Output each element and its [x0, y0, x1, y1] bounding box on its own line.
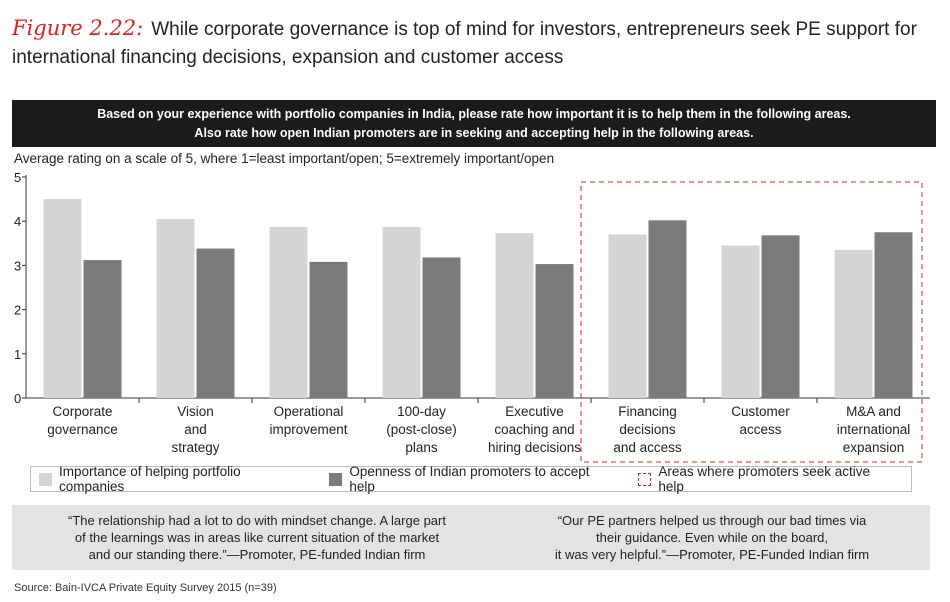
y-tick-label: 0 — [14, 391, 21, 406]
legend-label-importance: Importance of helping portfolio companie… — [58, 464, 241, 494]
legend-item-areas: Areas where promoters seek active help — [638, 464, 899, 494]
x-category-label: hiring decisions — [488, 440, 581, 455]
legend-item-openness: Openness of Indian promoters to accept h… — [329, 464, 618, 494]
quote-left-line: “The relationship had a lot to do with m… — [68, 513, 446, 528]
x-category-label: 100-day — [397, 404, 446, 419]
quote-left-line: and our standing there.”—Promoter, PE-fu… — [88, 547, 426, 562]
legend-swatch-importance — [39, 472, 52, 486]
quote-left: “The relationship had a lot to do with m… — [12, 512, 502, 563]
x-category-label: strategy — [171, 440, 219, 455]
bar-openness-5 — [648, 220, 687, 398]
chart-subtitle: Average rating on a scale of 5, where 1=… — [14, 151, 555, 166]
x-category-label: plans — [405, 440, 438, 455]
x-category-label: coaching and — [494, 422, 574, 437]
bar-importance-7 — [834, 249, 873, 398]
legend-label-openness: Openness of Indian promoters to accept h… — [349, 464, 590, 494]
quote-right-line: it was very helpful.”—Promoter, PE-Funde… — [554, 547, 870, 562]
quotes-panel: “The relationship had a lot to do with m… — [12, 505, 930, 570]
y-tick-label: 3 — [14, 258, 21, 273]
bar-importance-1 — [156, 218, 195, 398]
bar-importance-3 — [382, 226, 421, 398]
x-category-label: and — [184, 422, 207, 437]
x-category-label: (post-close) — [386, 422, 457, 437]
x-category-label: and access — [613, 440, 682, 455]
x-category-label: expansion — [843, 440, 905, 455]
quote-right-line: “Our PE partners helped us through our b… — [557, 513, 867, 528]
source-note: Source: Bain-IVCA Private Equity Survey … — [14, 582, 277, 594]
question-banner: Based on your experience with portfolio … — [12, 100, 936, 147]
bar-openness-2 — [309, 261, 348, 398]
x-category-label: improvement — [269, 422, 347, 437]
x-category-label: Operational — [274, 404, 344, 419]
x-category-label: international — [837, 422, 911, 437]
quote-left-line: of the learnings was in areas like curre… — [74, 530, 440, 545]
x-category-label: Vision — [177, 404, 214, 419]
x-category-label: access — [739, 422, 781, 437]
banner-line-2: Also rate how open Indian promoters are … — [194, 125, 754, 140]
bar-openness-0 — [83, 260, 122, 398]
y-tick-label: 4 — [14, 214, 21, 229]
bar-openness-6 — [761, 235, 800, 398]
y-tick-label: 2 — [14, 303, 21, 318]
x-category-label: Financing — [618, 404, 677, 419]
legend-swatch-openness — [329, 472, 343, 486]
figure-title-text: While corporate governance is top of min… — [12, 19, 917, 68]
chart-legend: Importance of helping portfolio companie… — [30, 464, 912, 494]
figure-title: Figure 2.22: While corporate governance i… — [12, 14, 942, 72]
bar-importance-2 — [269, 226, 308, 398]
bar-importance-6 — [721, 245, 760, 398]
x-category-label: Executive — [505, 404, 564, 419]
x-category-label: Corporate — [52, 404, 112, 419]
x-category-label: M&A and — [846, 404, 901, 419]
bar-openness-7 — [874, 232, 913, 398]
legend-item-importance: Importance of helping portfolio companie… — [39, 464, 309, 494]
bar-importance-0 — [43, 199, 82, 398]
x-category-label: decisions — [619, 422, 676, 437]
banner-line-1: Based on your experience with portfolio … — [97, 106, 851, 121]
bar-importance-4 — [495, 233, 534, 398]
y-tick-label: 5 — [14, 170, 21, 185]
bar-importance-5 — [608, 234, 647, 398]
quote-right: “Our PE partners helped us through our b… — [492, 512, 932, 563]
y-tick-label: 1 — [14, 347, 21, 362]
bar-openness-4 — [535, 264, 574, 398]
legend-label-areas: Areas where promoters seek active help — [658, 464, 870, 494]
figure-label: Figure 2.22: — [12, 16, 144, 40]
highlight-region — [580, 181, 923, 463]
bar-openness-1 — [196, 248, 235, 398]
x-category-label: Customer — [731, 404, 790, 419]
x-category-label: governance — [47, 422, 118, 437]
bar-openness-3 — [422, 257, 461, 398]
legend-swatch-areas — [638, 472, 652, 486]
quote-right-line: their guidance. Even while on the board, — [596, 530, 828, 545]
